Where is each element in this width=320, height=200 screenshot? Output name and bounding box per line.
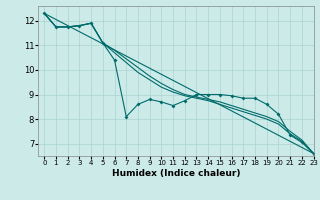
X-axis label: Humidex (Indice chaleur): Humidex (Indice chaleur) <box>112 169 240 178</box>
